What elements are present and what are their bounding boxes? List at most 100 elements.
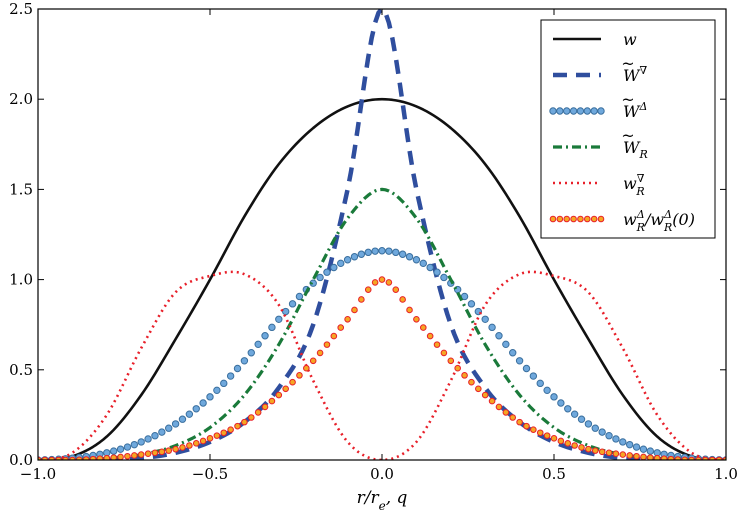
- series-marker: [399, 296, 406, 303]
- series-marker: [475, 385, 482, 393]
- series-marker: [371, 279, 379, 286]
- series-marker: [502, 409, 510, 416]
- legend-marker: [563, 107, 571, 115]
- series-marker: [612, 435, 620, 443]
- series-marker: [144, 450, 152, 458]
- series-marker: [364, 286, 372, 293]
- legend-label: wΔ R/wΔ R(0): [623, 208, 695, 234]
- series-marker: [213, 432, 221, 439]
- series-marker: [179, 444, 186, 451]
- legend-marker: [590, 107, 598, 115]
- series-marker: [440, 349, 448, 357]
- series-marker: [137, 451, 145, 458]
- legend-marker: [563, 215, 571, 223]
- series-marker: [405, 253, 414, 261]
- series-marker: [206, 435, 214, 442]
- series-marker: [261, 403, 269, 411]
- series-marker: [337, 259, 345, 268]
- series-marker: [488, 397, 496, 405]
- series-marker: [131, 452, 138, 459]
- legend-entry-4: w∇ R: [553, 172, 645, 198]
- series-marker: [640, 453, 647, 460]
- series-marker: [358, 296, 365, 303]
- series-marker: [550, 393, 558, 401]
- x-tick-label: 0.5: [542, 465, 566, 483]
- series-marker: [639, 445, 648, 453]
- series-marker: [385, 279, 393, 286]
- series-marker: [192, 405, 200, 413]
- series-marker: [116, 445, 125, 453]
- series-marker: [543, 432, 551, 439]
- series-marker: [343, 256, 352, 264]
- series-marker: [281, 307, 290, 316]
- series-marker: [241, 418, 248, 426]
- series-marker: [233, 364, 242, 373]
- series-marker: [350, 253, 359, 261]
- series-marker: [226, 372, 235, 380]
- tilde-accent: ~: [621, 126, 634, 145]
- series-marker: [275, 315, 283, 323]
- axes-layer: −1.0 −0.5 0.0 0.5 1.0 0.0 0.5 1.0 1.5 2.0 2.5 r/re,…: [9, 0, 738, 513]
- series-marker: [702, 456, 709, 460]
- series-marker: [158, 448, 166, 456]
- series-0: [38, 97, 726, 460]
- series-marker: [612, 450, 620, 458]
- legend-label: W∇: [623, 64, 647, 85]
- series-marker: [660, 455, 668, 460]
- series-marker: [564, 405, 572, 413]
- series-marker: [619, 438, 627, 446]
- series-marker: [598, 428, 606, 436]
- series-marker: [48, 456, 56, 460]
- series-marker: [289, 378, 296, 386]
- series-marker: [344, 315, 351, 323]
- series-marker: [165, 424, 173, 432]
- series-marker: [227, 426, 234, 433]
- series-line: [38, 9, 726, 460]
- series-marker: [55, 456, 62, 460]
- series-marker: [330, 263, 338, 272]
- legend-marker: [597, 107, 605, 115]
- legend-marker: [590, 215, 598, 223]
- series-marker: [117, 453, 124, 460]
- series-marker: [715, 456, 723, 460]
- series-marker: [495, 403, 503, 411]
- series-marker: [137, 438, 145, 446]
- legend-marker: [570, 215, 577, 223]
- series-marker: [688, 456, 695, 460]
- series-marker: [254, 409, 262, 416]
- series-1: [38, 9, 726, 460]
- legend-marker: [556, 215, 564, 223]
- series-marker: [130, 440, 139, 449]
- legend-box: [540, 19, 716, 239]
- series-marker: [598, 448, 606, 456]
- series-marker: [633, 452, 640, 460]
- series-marker: [254, 340, 262, 349]
- series-marker: [323, 268, 331, 276]
- legend-marker: [583, 107, 591, 115]
- legend-entry-3: WR~: [553, 126, 648, 161]
- series-marker: [412, 256, 421, 264]
- series-marker: [564, 440, 572, 447]
- series-marker: [144, 435, 152, 443]
- series-marker: [708, 456, 716, 460]
- series-marker: [158, 428, 166, 436]
- legend: wW∇~WΔ~WR~w∇ RwΔ R/wΔ R(0): [540, 19, 716, 239]
- series-marker: [619, 451, 627, 458]
- series-marker: [495, 332, 503, 340]
- legend-label: WR: [623, 138, 648, 161]
- legend-marker: [549, 107, 557, 115]
- series-marker: [722, 456, 726, 460]
- series-marker: [337, 324, 345, 331]
- x-tick-label: 1.0: [714, 465, 738, 483]
- series-marker: [96, 455, 104, 460]
- series-marker: [557, 437, 565, 445]
- series-marker: [268, 397, 276, 405]
- series-marker: [543, 386, 551, 395]
- series-marker: [199, 437, 207, 445]
- series-marker: [385, 247, 393, 255]
- legend-marker: [597, 215, 605, 223]
- series-marker: [502, 340, 510, 349]
- series-marker: [309, 357, 317, 365]
- tilde-accent: ~: [621, 90, 634, 109]
